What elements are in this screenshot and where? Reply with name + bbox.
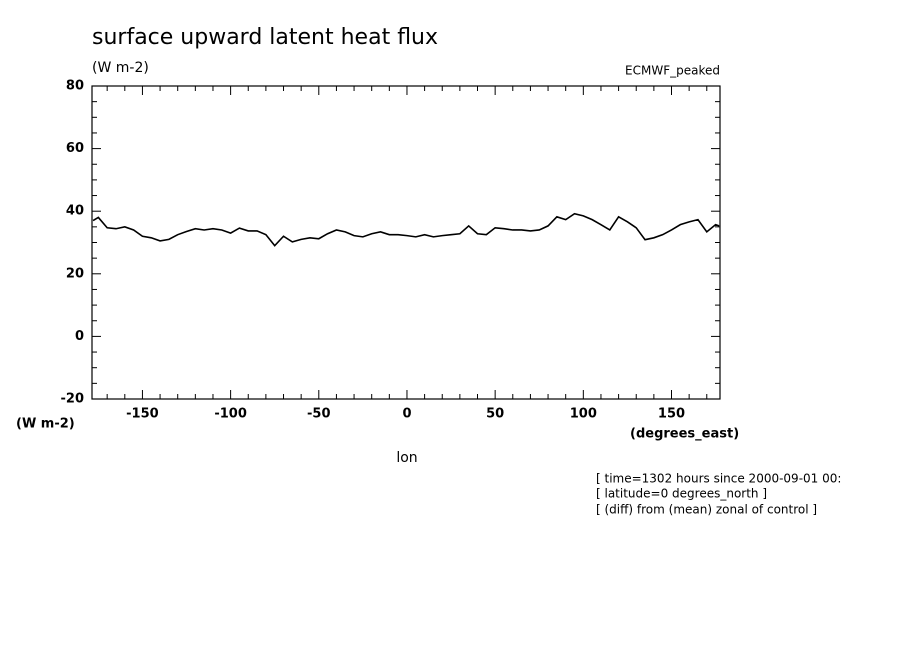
subtitle: ECMWF_peaked (625, 64, 720, 78)
x-axis-unit: (degrees_east) (630, 427, 739, 442)
x-tick-label: -100 (214, 407, 247, 422)
y-axis-unit: (W m-2) (16, 417, 75, 432)
y-tick-label: 80 (66, 79, 84, 94)
units-label: (W m-2) (92, 60, 149, 76)
x-tick-label: 50 (486, 407, 504, 422)
note: [ time=1302 hours since 2000-09-01 00: (596, 472, 841, 486)
y-tick-label: 40 (66, 204, 84, 219)
note: [ (diff) from (mean) zonal of control ] (596, 503, 817, 517)
x-tick-label: 0 (402, 407, 411, 422)
chart-title: surface upward latent heat flux (92, 25, 438, 50)
x-tick-label: -50 (307, 407, 331, 422)
y-tick-label: 60 (66, 141, 84, 156)
x-tick-label: 150 (658, 407, 685, 422)
x-axis-label: lon (396, 450, 417, 466)
data-line (92, 212, 720, 247)
note: [ latitude=0 degrees_north ] (596, 487, 767, 501)
y-tick-label: -20 (61, 392, 85, 407)
x-tick-label: 100 (570, 407, 597, 422)
x-tick-label: -150 (126, 407, 159, 422)
y-tick-label: 0 (75, 329, 84, 344)
y-tick-label: 20 (66, 266, 84, 281)
plot-frame (91, 85, 721, 400)
